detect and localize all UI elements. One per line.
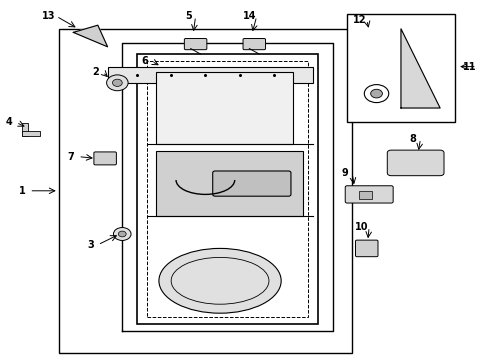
- Text: 10: 10: [354, 222, 368, 232]
- FancyBboxPatch shape: [94, 152, 116, 165]
- Text: 4: 4: [5, 117, 12, 127]
- Bar: [107, 67, 312, 83]
- Circle shape: [112, 79, 122, 86]
- Circle shape: [118, 231, 126, 237]
- FancyBboxPatch shape: [184, 39, 206, 50]
- Text: 2: 2: [92, 67, 99, 77]
- Text: 8: 8: [409, 134, 416, 144]
- Text: 7: 7: [67, 152, 74, 162]
- Bar: [22, 123, 28, 136]
- Circle shape: [106, 75, 128, 91]
- FancyBboxPatch shape: [243, 39, 265, 50]
- Text: 13: 13: [42, 11, 56, 21]
- Circle shape: [370, 89, 382, 98]
- PathPatch shape: [156, 151, 303, 216]
- FancyBboxPatch shape: [355, 240, 377, 257]
- Ellipse shape: [159, 248, 281, 313]
- Text: 11: 11: [462, 62, 475, 72]
- Polygon shape: [73, 25, 107, 47]
- FancyBboxPatch shape: [212, 171, 290, 196]
- Text: 5: 5: [184, 11, 191, 21]
- Text: 3: 3: [87, 240, 94, 250]
- Bar: [22, 131, 40, 136]
- Text: 14: 14: [242, 11, 256, 21]
- Text: 1: 1: [19, 186, 25, 196]
- FancyBboxPatch shape: [386, 150, 443, 176]
- FancyBboxPatch shape: [345, 186, 392, 203]
- Bar: [359, 191, 371, 199]
- Bar: [346, 14, 454, 122]
- Polygon shape: [400, 29, 439, 108]
- Text: 9: 9: [341, 168, 347, 178]
- Text: 6: 6: [141, 56, 147, 66]
- Bar: [59, 29, 351, 353]
- Bar: [156, 72, 293, 144]
- Circle shape: [364, 85, 388, 103]
- Text: 12: 12: [352, 15, 366, 25]
- Circle shape: [113, 228, 131, 240]
